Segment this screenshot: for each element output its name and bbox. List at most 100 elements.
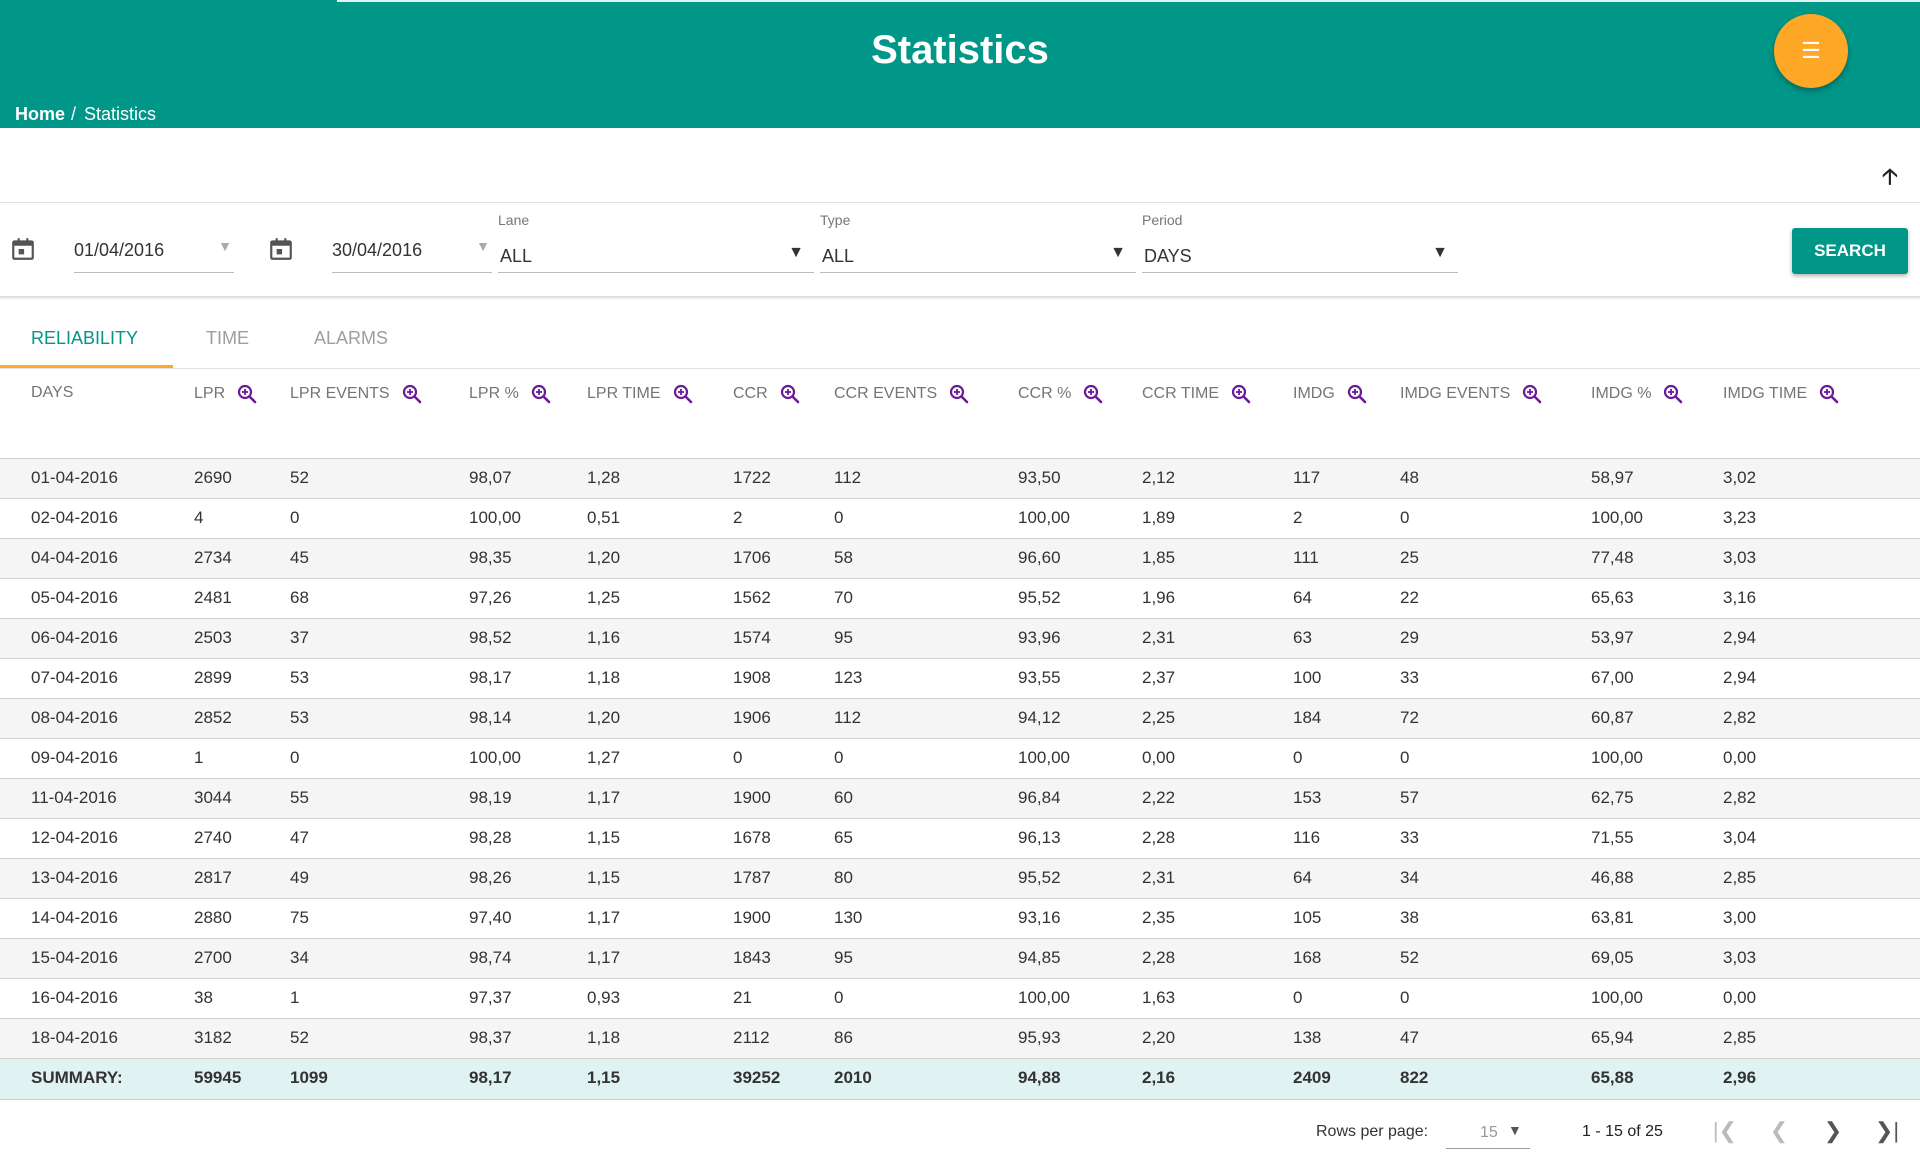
table-cell: 57 bbox=[1400, 788, 1419, 807]
table-cell: 02-04-2016 bbox=[31, 508, 118, 527]
zoom-in-icon[interactable] bbox=[1231, 384, 1251, 404]
summary-cell: 2,16 bbox=[1142, 1068, 1176, 1087]
next-page-icon[interactable]: ❯ bbox=[1823, 1118, 1843, 1143]
table-cell: 100 bbox=[1293, 668, 1322, 687]
column-header-label: IMDG TIME bbox=[1723, 385, 1808, 402]
zoom-in-icon[interactable] bbox=[673, 384, 693, 404]
summary-cell: 94,88 bbox=[1018, 1068, 1061, 1087]
table-cell: 16-04-2016 bbox=[31, 988, 118, 1007]
table-cell: 49 bbox=[290, 868, 309, 887]
table-row[interactable]: 05-04-2016 2481 68 97,26 1,25 1562 70 95,52 1,96… bbox=[0, 579, 1920, 619]
table-cell: 95,93 bbox=[1018, 1028, 1061, 1047]
column-header-label: CCR TIME bbox=[1142, 385, 1220, 402]
column-header-label: LPR EVENTS bbox=[290, 385, 390, 402]
table-cell: 1,25 bbox=[587, 588, 621, 607]
calendar-icon[interactable] bbox=[10, 236, 36, 262]
date-from-value: 01/04/2016 bbox=[74, 240, 165, 260]
tab-reliability[interactable]: RELIABILITY bbox=[31, 328, 139, 348]
caret-down-icon: ▼ bbox=[788, 244, 804, 261]
table-cell: 63 bbox=[1293, 628, 1312, 647]
zoom-in-icon[interactable] bbox=[1663, 384, 1683, 404]
column-header-label: DAYS bbox=[31, 384, 74, 401]
table-cell: 1 bbox=[290, 988, 300, 1007]
previous-page-icon[interactable]: ❮ bbox=[1769, 1118, 1789, 1143]
period-label: Period bbox=[1142, 212, 1183, 228]
menu-icon: ☰ bbox=[1801, 38, 1821, 63]
column-header: LPR % bbox=[469, 384, 551, 404]
scroll-top-icon[interactable]: 🡡 bbox=[1882, 164, 1898, 189]
table-cell: 0 bbox=[290, 508, 300, 527]
table-cell: 1,18 bbox=[587, 668, 621, 687]
lane-select[interactable]: Lane ALL ▼ bbox=[498, 212, 814, 273]
table-cell: 2734 bbox=[194, 548, 232, 567]
table-row[interactable]: 01-04-2016 2690 52 98,07 1,28 1722 112 93,50 2,1… bbox=[0, 459, 1920, 499]
period-select-box[interactable]: DAYS ▼ bbox=[1142, 240, 1458, 273]
lane-value: ALL bbox=[500, 246, 533, 266]
zoom-in-icon[interactable] bbox=[531, 384, 551, 404]
search-button[interactable]: SEARCH bbox=[1792, 228, 1908, 274]
zoom-in-icon[interactable] bbox=[1083, 384, 1103, 404]
tab-bar: RELIABILITY TIME ALARMS bbox=[0, 310, 1920, 369]
caret-down-icon: ▼ bbox=[1432, 244, 1448, 261]
table-row[interactable]: 11-04-2016 3044 55 98,19 1,17 1900 60 96,84 2,22… bbox=[0, 779, 1920, 819]
lane-select-box[interactable]: ALL ▼ bbox=[498, 240, 814, 273]
type-select[interactable]: Type ALL ▼ bbox=[820, 212, 1136, 273]
table-cell: 01-04-2016 bbox=[31, 468, 118, 487]
table-cell: 1,15 bbox=[587, 828, 621, 847]
calendar-icon[interactable] bbox=[268, 236, 294, 262]
zoom-in-icon[interactable] bbox=[1522, 384, 1542, 404]
tab-alarms[interactable]: ALARMS bbox=[314, 328, 389, 348]
table-cell: 2,22 bbox=[1142, 788, 1176, 807]
table-cell: 94,12 bbox=[1018, 708, 1061, 727]
zoom-in-icon[interactable] bbox=[780, 384, 800, 404]
table-row[interactable]: 15-04-2016 2700 34 98,74 1,17 1843 95 94,85 2,28… bbox=[0, 939, 1920, 979]
last-page-icon[interactable]: ❯| bbox=[1874, 1118, 1900, 1143]
table-row[interactable]: 02-04-2016 4 0 100,00 0,51 2 0 100,00 1,89 2 0 100,… bbox=[0, 499, 1920, 539]
type-value: ALL bbox=[822, 246, 855, 266]
table-row[interactable]: 13-04-2016 2817 49 98,26 1,15 1787 80 95,52 2,31… bbox=[0, 859, 1920, 899]
date-to-field[interactable]: 30/04/2016 ▼ bbox=[332, 236, 492, 273]
table-cell: 0,00 bbox=[1142, 748, 1176, 767]
table-row[interactable]: 12-04-2016 2740 47 98,28 1,15 1678 65 96,13 2,28… bbox=[0, 819, 1920, 859]
table-cell: 64 bbox=[1293, 868, 1312, 887]
table-cell: 123 bbox=[834, 668, 863, 687]
summary-cell: 39252 bbox=[733, 1068, 781, 1087]
first-page-icon[interactable]: |❮ bbox=[1712, 1118, 1738, 1143]
table-row[interactable]: 18-04-2016 3182 52 98,37 1,18 2112 86 95,93 2,20… bbox=[0, 1019, 1920, 1059]
date-from-field[interactable]: 01/04/2016 ▼ bbox=[74, 236, 234, 273]
table-row[interactable]: 16-04-2016 38 1 97,37 0,93 21 0 100,00 1,63 0 0 100… bbox=[0, 979, 1920, 1019]
table-row[interactable]: 09-04-2016 1 0 100,00 1,27 0 0 100,00 0,00 0 0 100,… bbox=[0, 739, 1920, 779]
zoom-in-icon[interactable] bbox=[1819, 384, 1839, 404]
rows-per-page-select[interactable]: 15 ▼ bbox=[1446, 1118, 1530, 1149]
table-cell: 60 bbox=[834, 788, 853, 807]
table-row[interactable]: 06-04-2016 2503 37 98,52 1,16 1574 95 93,96 2,31… bbox=[0, 619, 1920, 659]
table-cell: 2,35 bbox=[1142, 908, 1176, 927]
table-cell: 1,20 bbox=[587, 548, 621, 567]
table-cell: 98,07 bbox=[469, 468, 512, 487]
table-row[interactable]: 14-04-2016 2880 75 97,40 1,17 1900 130 93,16 2,3… bbox=[0, 899, 1920, 939]
period-select[interactable]: Period DAYS ▼ bbox=[1142, 212, 1458, 273]
menu-button[interactable]: ☰ bbox=[1774, 14, 1848, 88]
table-row[interactable]: 04-04-2016 2734 45 98,35 1,20 1706 58 96,60 1,85… bbox=[0, 539, 1920, 579]
rows-per-page-label: Rows per page: bbox=[1316, 1123, 1429, 1140]
zoom-in-icon[interactable] bbox=[1347, 384, 1367, 404]
table-cell: 2690 bbox=[194, 468, 232, 487]
zoom-in-icon[interactable] bbox=[402, 384, 422, 404]
table-cell: 1843 bbox=[733, 948, 771, 967]
table-cell: 0,00 bbox=[1723, 988, 1757, 1007]
table-row[interactable]: 07-04-2016 2899 53 98,17 1,18 1908 123 93,55 2,3… bbox=[0, 659, 1920, 699]
type-select-box[interactable]: ALL ▼ bbox=[820, 240, 1136, 273]
summary-cell: 2,96 bbox=[1723, 1068, 1757, 1087]
table-row[interactable]: 08-04-2016 2852 53 98,14 1,20 1906 112 94,12 2,2… bbox=[0, 699, 1920, 739]
table-cell: 98,19 bbox=[469, 788, 512, 807]
breadcrumb-home[interactable]: Home bbox=[15, 104, 66, 124]
tab-time[interactable]: TIME bbox=[206, 328, 249, 348]
table-cell: 97,40 bbox=[469, 908, 512, 927]
zoom-in-icon[interactable] bbox=[237, 384, 257, 404]
table-cell: 138 bbox=[1293, 1028, 1322, 1047]
table-cell: 1,17 bbox=[587, 908, 621, 927]
table-cell: 0 bbox=[834, 988, 844, 1007]
table-cell: 06-04-2016 bbox=[31, 628, 118, 647]
zoom-in-icon[interactable] bbox=[949, 384, 969, 404]
column-header-label: CCR % bbox=[1018, 385, 1072, 402]
